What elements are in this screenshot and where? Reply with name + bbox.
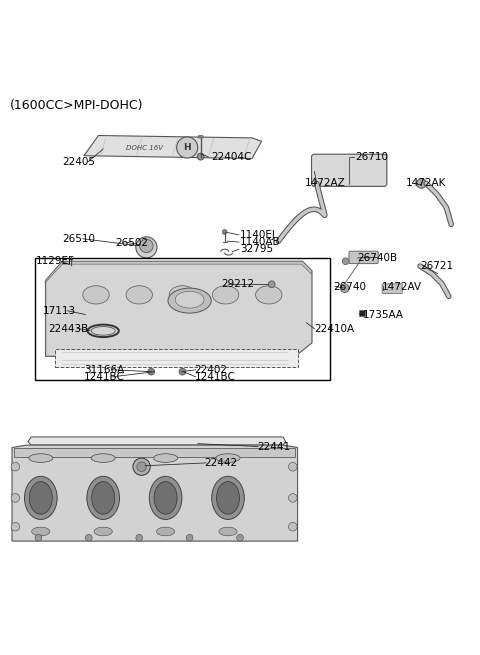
Polygon shape [28, 437, 286, 445]
Text: 1472AV: 1472AV [382, 282, 422, 291]
Polygon shape [46, 261, 312, 356]
Ellipse shape [29, 481, 52, 514]
Ellipse shape [168, 288, 211, 313]
Circle shape [288, 523, 297, 531]
FancyBboxPatch shape [14, 447, 295, 457]
Text: H: H [183, 143, 191, 152]
Ellipse shape [154, 454, 178, 462]
Circle shape [222, 230, 227, 234]
Circle shape [11, 523, 20, 531]
Circle shape [268, 281, 275, 288]
Circle shape [197, 153, 204, 160]
Ellipse shape [29, 454, 53, 462]
Circle shape [148, 368, 155, 375]
Circle shape [417, 179, 426, 188]
Ellipse shape [256, 286, 282, 304]
Text: 22405: 22405 [62, 157, 96, 167]
Circle shape [340, 284, 349, 293]
Text: 26740: 26740 [334, 282, 367, 291]
Text: 26740B: 26740B [358, 253, 398, 263]
Ellipse shape [175, 291, 204, 308]
Text: 26721: 26721 [420, 261, 453, 271]
Text: 26710: 26710 [355, 152, 388, 162]
FancyBboxPatch shape [55, 348, 298, 367]
Circle shape [11, 462, 20, 471]
Ellipse shape [83, 286, 109, 304]
Ellipse shape [32, 527, 50, 536]
Text: 1241BC: 1241BC [194, 372, 235, 382]
Ellipse shape [154, 481, 177, 514]
Ellipse shape [212, 286, 239, 304]
Ellipse shape [92, 481, 115, 514]
Circle shape [140, 239, 153, 253]
Text: 31166A: 31166A [84, 365, 124, 375]
Circle shape [288, 462, 297, 471]
Ellipse shape [216, 481, 240, 514]
Ellipse shape [94, 527, 112, 536]
Polygon shape [198, 136, 204, 138]
Ellipse shape [156, 527, 175, 536]
Text: 22410A: 22410A [314, 324, 355, 334]
Text: (1600CC>MPI-DOHC): (1600CC>MPI-DOHC) [10, 100, 143, 113]
Ellipse shape [24, 476, 57, 519]
Ellipse shape [126, 286, 152, 304]
Text: 1129EF: 1129EF [36, 256, 75, 267]
Polygon shape [12, 445, 298, 541]
Text: 1140EJ: 1140EJ [240, 230, 276, 240]
Circle shape [136, 534, 143, 541]
Circle shape [186, 534, 193, 541]
Text: 1472AK: 1472AK [406, 179, 446, 189]
Text: DOHC 16V: DOHC 16V [125, 145, 163, 151]
Circle shape [288, 494, 297, 502]
FancyBboxPatch shape [312, 154, 387, 187]
Ellipse shape [216, 454, 240, 462]
Circle shape [342, 258, 349, 265]
FancyBboxPatch shape [382, 284, 402, 293]
Text: 26502: 26502 [115, 238, 148, 248]
Circle shape [237, 534, 243, 541]
Circle shape [85, 534, 92, 541]
Polygon shape [45, 261, 312, 284]
Text: 22441: 22441 [257, 441, 290, 451]
Ellipse shape [212, 476, 244, 519]
Ellipse shape [87, 476, 120, 519]
Text: 1472AZ: 1472AZ [305, 179, 346, 189]
Text: 22442: 22442 [204, 458, 237, 468]
Circle shape [69, 264, 73, 269]
Circle shape [133, 458, 150, 476]
Circle shape [35, 534, 42, 541]
Circle shape [136, 236, 157, 258]
Circle shape [137, 462, 146, 472]
Text: 22404C: 22404C [211, 152, 252, 162]
Ellipse shape [169, 286, 196, 304]
Ellipse shape [91, 454, 115, 462]
Text: 17113: 17113 [43, 306, 76, 316]
Circle shape [177, 137, 198, 158]
Text: 22443B: 22443B [48, 324, 88, 334]
Text: 1241BC: 1241BC [84, 372, 125, 382]
Text: 1735AA: 1735AA [362, 310, 403, 320]
Text: 29212: 29212 [221, 279, 254, 290]
Polygon shape [84, 136, 262, 159]
Bar [359, 310, 365, 316]
Circle shape [11, 494, 20, 502]
Circle shape [179, 368, 186, 375]
Text: 22402: 22402 [194, 365, 228, 375]
FancyBboxPatch shape [349, 251, 378, 264]
Text: 32795: 32795 [240, 244, 273, 254]
Text: 26510: 26510 [62, 234, 96, 244]
Ellipse shape [149, 476, 182, 519]
Ellipse shape [219, 527, 237, 536]
Text: 1140AB: 1140AB [240, 237, 281, 247]
